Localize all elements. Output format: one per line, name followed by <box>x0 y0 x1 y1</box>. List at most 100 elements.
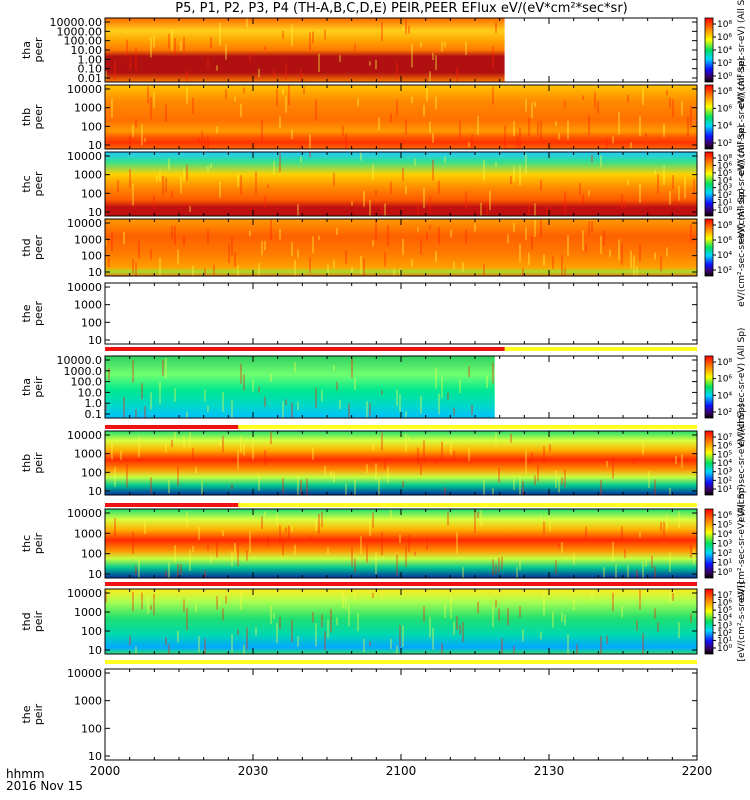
colorbar-tick-label: 10¹ <box>717 199 732 209</box>
colorbar-tick-label: 10⁴ <box>717 530 732 540</box>
spectrogram-texture <box>105 18 497 82</box>
colorbar-tick-label: 10² <box>717 549 732 559</box>
y-tick-label: 1000 <box>74 102 102 115</box>
colorbar-tick-label: 10⁶ <box>717 33 732 43</box>
panel-thc_peir: 10000100010010thcpeir10⁶10⁵10⁴10³10²10¹1… <box>20 484 747 603</box>
spectrogram-texture <box>105 152 695 216</box>
colorbar-tick-label: 10² <box>717 408 732 418</box>
y-tick-label: 100 <box>81 316 102 329</box>
colorbar-tick-label: 10⁷ <box>717 591 732 601</box>
y-tick-label: 1000 <box>74 169 102 182</box>
x-tick-label: 2200 <box>681 764 713 778</box>
spectrogram-fill <box>105 18 505 82</box>
y-tick-label: 100 <box>81 120 102 133</box>
colorbar-tick-label: 10⁴ <box>717 391 732 401</box>
spectrogram-texture <box>105 219 695 276</box>
colorbar-tick-label: 10² <box>717 476 732 486</box>
y-tick-label: 100 <box>81 466 102 479</box>
y-tick-label: 10 <box>88 266 102 279</box>
colorbar-tick-label: 10⁰ <box>717 644 732 654</box>
y-tick-label: 10000 <box>67 507 102 520</box>
y-tick-label: 10000 <box>67 429 102 442</box>
quality-flag-red <box>105 425 239 429</box>
panel-the_peer: 10000 1000 100 10 thepeer <box>20 281 698 351</box>
colorbar-tick-label: 10⁸ <box>717 87 732 97</box>
panel-the_peir: 10000 1000 100 10 thepeir <box>20 667 698 763</box>
colorbar-label: eV/(cm²-sec-sr-eV) (All Sp) <box>737 404 747 523</box>
y-tick-label: 10000 <box>67 150 102 163</box>
y-tick-label: 1000 <box>74 448 102 461</box>
spectrogram-fill <box>105 509 697 578</box>
colorbar-tick-label: 10² <box>717 139 732 149</box>
x-axis-date: 2016 Nov 15 <box>6 779 83 793</box>
quality-flag-red <box>105 503 239 507</box>
y-axis-label: thcpeer <box>20 171 45 197</box>
quality-flag-red <box>105 347 505 351</box>
colorbar-tick-label: 10⁵ <box>717 450 732 460</box>
y-tick-label: 1000 <box>74 695 102 708</box>
colorbar-label: eV/(cm²-sec-sr-eV) (All Sp) <box>737 0 747 109</box>
y-tick-label: 10 <box>88 644 102 657</box>
y-tick-label: 10000 <box>67 667 102 680</box>
colorbar-tick-label: 10¹ <box>717 485 732 495</box>
colorbar-tick-label: 10⁶ <box>717 104 732 114</box>
colorbar-tick-label: 10⁵ <box>717 606 732 616</box>
colorbar-tick-label: 10⁶ <box>717 375 732 385</box>
colorbar-label: [eV/(cm²-s-sr-eV)] <box>737 581 747 661</box>
y-tick-label: 0.10 <box>78 63 103 76</box>
colorbar-tick-label: 10² <box>717 59 732 69</box>
y-tick-label: 10 <box>88 568 102 581</box>
colorbar: 10⁸ 10⁶ 10⁴ 10² 10⁰ eV/(cm²-sec-sr-eV) (All S… <box>704 0 747 109</box>
y-tick-label: 10000 <box>67 217 102 230</box>
panel-thc_peer: 10000100010010thcpeer10⁸10⁶10⁵10⁴10³10²1… <box>20 125 747 244</box>
colorbar-tick-label: 10⁵ <box>717 169 732 179</box>
spectrogram-texture <box>105 589 692 654</box>
y-axis-label: thapeer <box>20 37 45 63</box>
y-tick-label: 100 <box>81 548 102 561</box>
colorbar-tick-label: 10³ <box>717 621 732 631</box>
colorbar-tick-label: 10⁰ <box>717 206 732 216</box>
spectrogram-fill <box>105 431 697 495</box>
y-tick-label: 10000 <box>67 281 102 294</box>
y-tick-label: 10 <box>88 750 102 763</box>
spectrogram-texture <box>111 85 692 149</box>
colorbar-tick-label: 10¹ <box>717 559 732 569</box>
colorbar-tick-label: 10⁴ <box>717 251 732 261</box>
y-tick-label: 1.00 <box>78 53 103 66</box>
spectrogram-texture <box>105 358 494 418</box>
colorbar-tick-label: 10⁸ <box>717 358 732 368</box>
y-tick-label: 1000 <box>74 233 102 246</box>
y-tick-label: 0.1 <box>85 408 103 421</box>
colorbar-label: eV/(cm²-sec-sr-eV) (All Sp) <box>737 125 747 244</box>
colorbar-tick-label: 10⁸ <box>717 221 732 231</box>
colorbar-tick-label: 10² <box>717 191 732 201</box>
colorbar-tick-label: 10⁰ <box>717 72 732 82</box>
quality-flag-bar <box>105 660 697 664</box>
spectrogram-fill <box>105 589 697 654</box>
colorbar-tick-label: 10⁶ <box>717 599 732 609</box>
y-tick-label: 10 <box>88 139 102 152</box>
panel-thd_peer: 10000 1000 100 10 thdpeer 10⁸ 10⁶ 10⁴ 10² eV/(cm²… <box>20 188 747 307</box>
y-tick-label: 10000 <box>67 83 102 96</box>
y-tick-label: 1000 <box>74 606 102 619</box>
y-tick-label: 10000 <box>67 587 102 600</box>
colorbar-tick-label: 10⁶ <box>717 511 732 521</box>
y-axis-label: thbpeir <box>20 452 45 474</box>
y-tick-label: 10 <box>88 334 102 347</box>
colorbar-tick-label: 10⁴ <box>717 122 732 132</box>
colorbar-tick-label: 10¹ <box>717 636 732 646</box>
panel-thd_peir: 10000100010010thdpeir10⁷10⁶10⁵10⁴10³10²1… <box>20 581 747 664</box>
colorbar-tick-label: 10⁶ <box>717 236 732 246</box>
colorbar-label: eV/(cm²-sec-sr-eV) (All Sp) <box>737 484 747 603</box>
colorbar-tick-label: 10⁴ <box>717 459 732 469</box>
colorbar-tick-label: 10⁴ <box>717 46 732 56</box>
colorbar-label: eV/(cm²-sec-sr-eV) (All Sp) <box>737 328 747 447</box>
quality-flag-red <box>105 582 697 586</box>
colorbar: 10⁸ 10⁶ 10⁴ 10² eV/(cm²-sec-sr-eV) (All Sp) <box>704 188 747 307</box>
x-tick-label: 2130 <box>533 764 565 778</box>
panel-frame <box>104 282 698 345</box>
x-tick-label: 2030 <box>237 764 269 778</box>
